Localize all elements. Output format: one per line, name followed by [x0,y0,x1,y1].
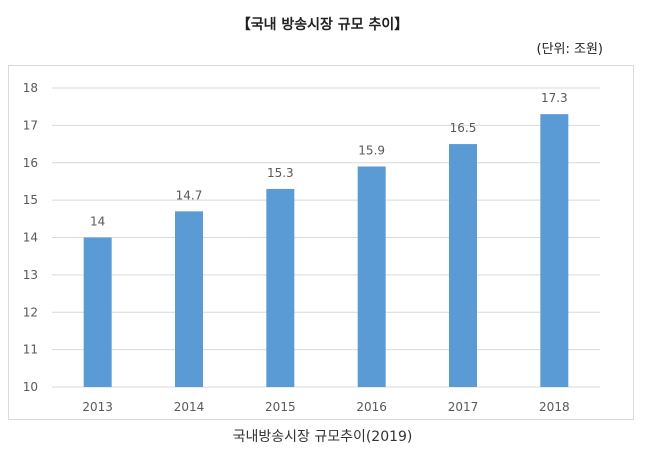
bar-2017 [449,144,477,387]
figure-caption: 국내방송시장 규모추이(2019) [232,429,413,445]
bar-2013 [83,237,112,387]
x-tick-label-2015: 2015 [265,400,296,414]
data-label-2013: 14 [90,215,105,229]
y-tick-label-17: 17 [23,118,38,132]
y-tick-label-12: 12 [23,305,38,319]
chart-frame [8,65,634,420]
bar-2014 [175,211,203,387]
bar-2016 [357,166,386,387]
bar-2015 [266,188,295,387]
data-label-2016: 15.9 [358,143,385,157]
y-tick-label-18: 18 [23,81,38,95]
x-tick-label-2014: 2014 [174,400,205,414]
data-label-2017: 16.5 [450,121,477,135]
chart-title: 【국내 방송시장 규모 추이】 [236,17,409,33]
y-tick-label-14: 14 [23,231,38,245]
y-tick-label-13: 13 [23,268,38,282]
bar-2018 [540,114,569,387]
unit-label: (단위: 조원) [536,42,604,57]
y-tick-label-10: 10 [23,380,38,394]
y-tick-label-16: 16 [23,156,38,170]
x-tick-label-2017: 2017 [448,400,479,414]
data-label-2018: 17.3 [541,91,568,105]
x-tick-label-2018: 2018 [539,400,570,414]
data-label-2015: 15.3 [267,166,294,180]
x-tick-label-2016: 2016 [356,400,387,414]
x-tick-label-2013: 2013 [82,400,113,414]
y-tick-label-11: 11 [23,343,38,357]
data-label-2014: 14.7 [176,188,203,202]
y-tick-label-15: 15 [23,193,38,207]
